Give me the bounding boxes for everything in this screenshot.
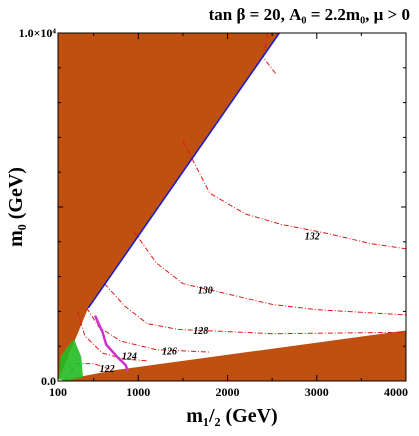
contour-label-122: 122	[100, 364, 115, 375]
y-tick-label: 0.0	[41, 374, 56, 388]
y-tick-label: 1.0×10⁴	[19, 26, 57, 40]
contour-label-130: 130	[198, 286, 213, 297]
boundary-line	[87, 33, 280, 309]
x-tick-label: 4000	[384, 385, 408, 399]
contour-label-128: 128	[193, 326, 208, 337]
chart-title: tan β = 20, A₀ = 2.2m₀, μ > 0	[209, 5, 410, 24]
green-region	[58, 339, 83, 381]
x-tick-label: 3000	[305, 385, 329, 399]
higgs-contour-124	[77, 311, 148, 362]
higgs-contour-126	[86, 307, 210, 353]
x-tick-label: 1000	[126, 385, 150, 399]
contour-label-124: 124	[122, 352, 137, 363]
excluded-region-2	[58, 330, 406, 381]
plot-area	[58, 33, 406, 381]
higgs-contour-132	[182, 140, 406, 250]
contour-label-126: 126	[162, 346, 177, 357]
purple-band	[94, 315, 129, 372]
higgs-contour-128	[104, 283, 406, 335]
y-axis-label: m₀ (GeV)	[5, 167, 27, 247]
contour-label-132: 132	[305, 232, 320, 243]
x-tick-label: 100	[49, 385, 67, 399]
x-axis-label: m₁/₂ (GeV)	[186, 405, 277, 427]
excluded-region-1	[58, 33, 280, 381]
x-tick-label: 2000	[216, 385, 240, 399]
